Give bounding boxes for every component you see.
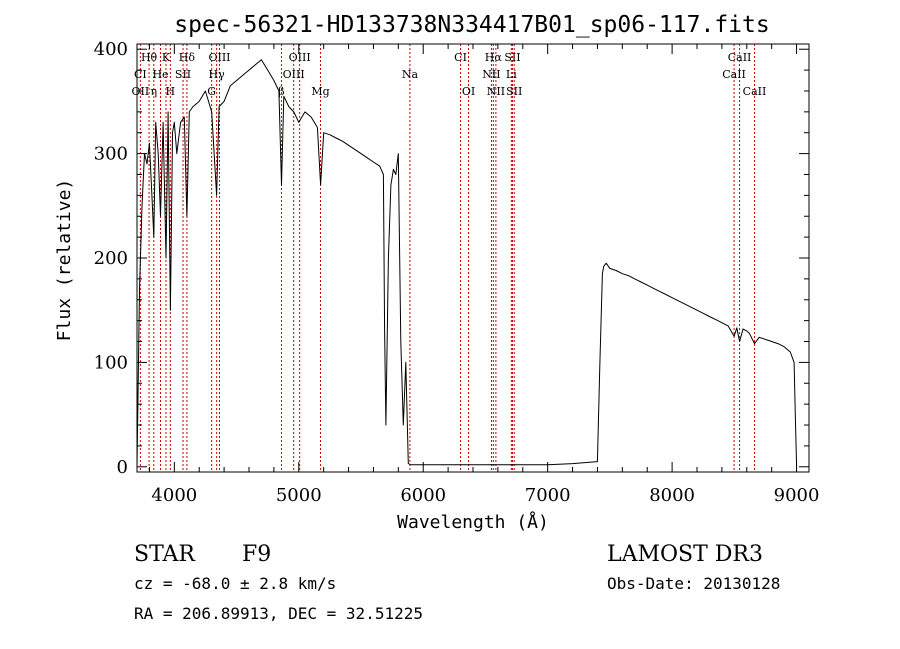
line-label: G	[207, 85, 216, 98]
x-tick-label: 7000	[525, 485, 571, 506]
line-label: OIII	[283, 68, 305, 81]
x-tick-label: 8000	[649, 485, 695, 506]
line-label: η	[151, 85, 158, 98]
y-axis: 0 100 200 300 400	[94, 39, 809, 478]
y-tick-label: 0	[117, 457, 128, 478]
line-label: SII	[506, 85, 522, 98]
y-tick-label: 400	[94, 39, 128, 60]
spectral-subclass: F9	[242, 542, 271, 567]
obs-date: Obs-Date: 20130128	[607, 574, 780, 593]
line-label: SII	[175, 68, 191, 81]
line-label: CI	[454, 51, 467, 64]
line-label: CaII	[743, 85, 767, 98]
line-label: OI	[462, 85, 475, 98]
x-axis: 4000 5000 6000 7000 8000 9000	[148, 44, 820, 506]
line-label: OIII	[208, 51, 230, 64]
plot-frame	[136, 43, 810, 473]
line-label: NII	[487, 85, 505, 98]
spectrum-line	[136, 59, 798, 467]
line-label: CaII	[728, 51, 752, 64]
x-tick-label: 6000	[400, 485, 446, 506]
line-label: Li	[506, 68, 517, 81]
line-label: SII	[504, 51, 520, 64]
marker-lines	[139, 44, 755, 472]
line-label: He	[152, 68, 168, 81]
x-axis-title: Wavelength (Å)	[397, 511, 549, 533]
y-tick-label: 100	[94, 352, 128, 373]
line-label: Na	[402, 68, 419, 81]
series-layer	[136, 59, 798, 467]
survey-name: LAMOST DR3	[607, 542, 763, 567]
y-axis-title: Flux (relative)	[54, 179, 75, 342]
line-label: Hδ	[179, 51, 196, 64]
line-label: β	[278, 85, 284, 98]
line-label: Hα	[485, 51, 503, 64]
line-label: Hγ	[209, 68, 226, 81]
redshift-info: cz = -68.0 ± 2.8 km/s	[134, 574, 336, 593]
line-label: OIII	[289, 51, 311, 64]
line-label: K	[162, 51, 171, 64]
line-label: H	[166, 85, 176, 98]
line-label: NII	[482, 68, 500, 81]
x-tick-label: 9000	[774, 485, 820, 506]
y-tick-label: 300	[94, 144, 128, 165]
line-label: OII	[132, 85, 150, 98]
line-label: Mg	[311, 85, 329, 98]
y-tick-label: 200	[94, 248, 128, 269]
object-type: STAR	[134, 542, 196, 567]
coordinates: RA = 206.89913, DEC = 32.51225	[134, 604, 423, 623]
x-tick-label: 4000	[151, 485, 197, 506]
line-label: CaII	[722, 68, 746, 81]
chart-title: spec-56321-HD133738N334417B01_sp06-117.f…	[174, 12, 769, 38]
line-label: Hθ	[141, 51, 158, 64]
x-tick-label: 5000	[276, 485, 322, 506]
